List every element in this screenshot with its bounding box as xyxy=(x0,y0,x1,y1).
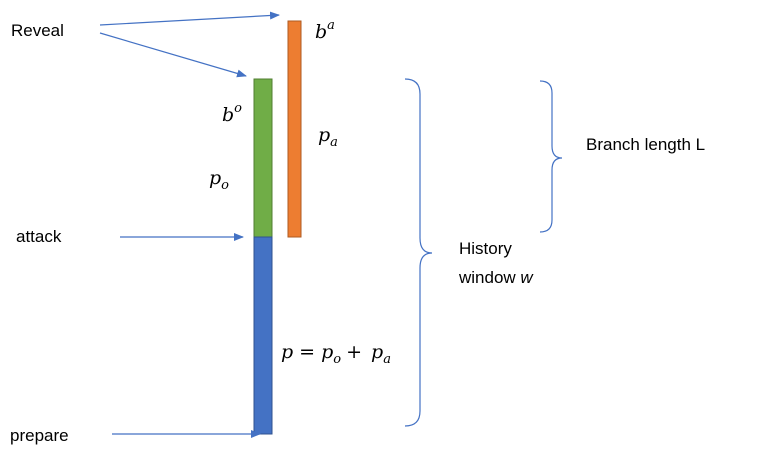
honest-branch-length-base: p xyxy=(209,167,221,189)
honest-block-base: b xyxy=(222,104,234,126)
equation-lhs: p xyxy=(281,341,293,363)
common-prefix-bar xyxy=(253,236,273,435)
equation-equals: = xyxy=(299,341,315,363)
equation-term2-base: p xyxy=(371,341,383,363)
equation-plus: + xyxy=(346,341,362,363)
honest-branch-length-label: po xyxy=(209,167,229,193)
attacker-block-label: ba xyxy=(315,18,335,43)
branch-length-brace xyxy=(539,80,563,233)
branch-length-label: Branch length L xyxy=(586,135,705,154)
attacker-block-base: b xyxy=(315,21,327,43)
history-window-variable: w xyxy=(520,268,534,287)
attacker-block-superscript: a xyxy=(327,18,335,33)
reveal-arrow-to-attacker-branch xyxy=(99,11,280,26)
honest-branch-bar xyxy=(253,78,273,238)
equation-term1-base: p xyxy=(321,341,333,363)
prepare-label: prepare xyxy=(10,426,69,445)
reveal-label: Reveal xyxy=(11,21,64,40)
attacker-branch-length-label: pa xyxy=(318,124,338,150)
equation-term2-subscript: a xyxy=(383,352,391,367)
history-window-text: window xyxy=(458,268,520,287)
history-window-brace xyxy=(404,78,433,427)
attacker-branch-length-base: p xyxy=(318,124,330,146)
attacker-branch-bar xyxy=(287,20,302,238)
attack-label: attack xyxy=(16,227,62,246)
prefix-equation: p = po + pa xyxy=(281,341,391,367)
history-window-label-line2: window w xyxy=(458,268,534,287)
reveal-arrow-to-honest-branch xyxy=(99,32,247,78)
honest-branch-length-subscript: o xyxy=(221,178,229,193)
history-window-label-line1: History xyxy=(459,239,512,258)
attacker-branch-length-subscript: a xyxy=(330,135,338,150)
honest-block-label: bo xyxy=(222,101,242,126)
honest-block-superscript: o xyxy=(234,101,242,116)
equation-term1-subscript: o xyxy=(333,352,341,367)
